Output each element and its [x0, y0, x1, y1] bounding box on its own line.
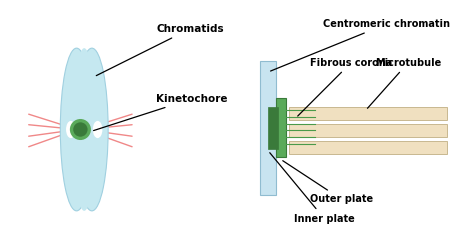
Text: Centromeric chromatin: Centromeric chromatin	[271, 19, 449, 71]
Bar	[268, 107, 278, 149]
Text: Chromatids: Chromatids	[96, 24, 224, 76]
Text: Kinetochore: Kinetochore	[93, 94, 228, 131]
Ellipse shape	[66, 121, 76, 138]
Text: Microtubule: Microtubule	[367, 58, 441, 108]
Ellipse shape	[73, 122, 88, 137]
Bar	[276, 98, 286, 157]
Bar	[289, 141, 447, 154]
Text: Fibrous corona: Fibrous corona	[298, 58, 392, 116]
Text: Outer plate: Outer plate	[283, 161, 373, 204]
Bar	[289, 107, 447, 120]
Bar	[260, 61, 276, 195]
Ellipse shape	[73, 48, 96, 211]
Ellipse shape	[70, 119, 91, 140]
Ellipse shape	[76, 48, 108, 211]
Bar	[289, 124, 447, 137]
Text: Inner plate: Inner plate	[270, 153, 355, 223]
Ellipse shape	[60, 48, 93, 211]
Ellipse shape	[93, 121, 102, 138]
